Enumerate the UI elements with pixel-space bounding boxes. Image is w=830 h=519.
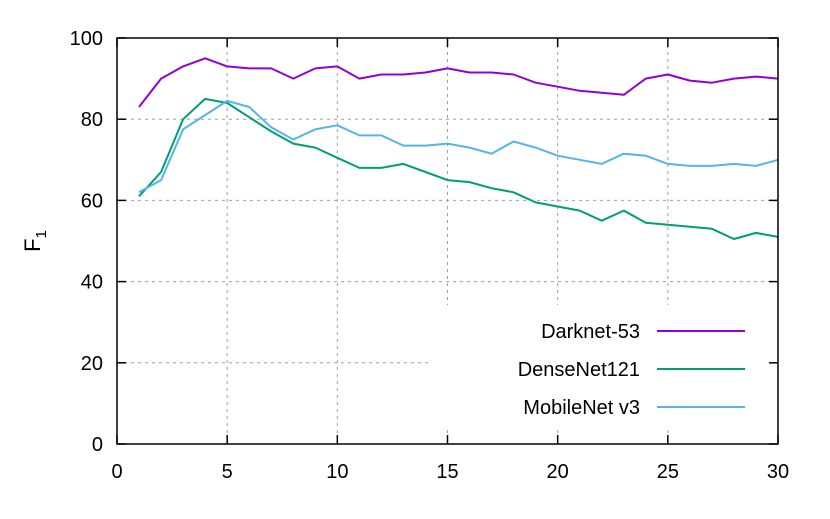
- y-tick-label: 60: [81, 190, 103, 212]
- series-line-darknet-53: [138, 57, 779, 108]
- y-axis-label: F1: [20, 230, 50, 252]
- legend-label: DenseNet121: [518, 359, 640, 381]
- x-tick-label: 20: [547, 461, 569, 483]
- y-tick-label: 20: [81, 353, 103, 375]
- x-tick-label: 15: [436, 461, 458, 483]
- series-line-densenet121: [138, 97, 779, 240]
- axis-ticks: 0 5 10 15 20 25 30 0 20 40 60 80 100: [70, 28, 790, 483]
- x-tick-label: 30: [767, 461, 789, 483]
- legend-label: MobileNet v3: [523, 397, 640, 419]
- x-tick-label: 0: [111, 461, 122, 483]
- series-line-mobilenet-v3: [138, 99, 779, 194]
- y-axis-label-subscript: 1: [33, 230, 50, 238]
- y-tick-label: 80: [81, 109, 103, 131]
- y-tick-label: 40: [81, 272, 103, 294]
- x-tick-label: 10: [326, 461, 348, 483]
- x-tick-label: 25: [657, 461, 679, 483]
- legend-label: Darknet-53: [541, 321, 640, 343]
- y-tick-label: 0: [92, 434, 103, 456]
- legend-background: [430, 305, 778, 430]
- y-tick-label: 100: [70, 28, 103, 50]
- series-group: [138, 57, 779, 240]
- x-tick-label: 5: [222, 461, 233, 483]
- grid-lines: [117, 38, 778, 444]
- y-axis-label-main: F: [20, 238, 45, 251]
- legend: Darknet-53 DenseNet121 MobileNet v3: [518, 321, 745, 419]
